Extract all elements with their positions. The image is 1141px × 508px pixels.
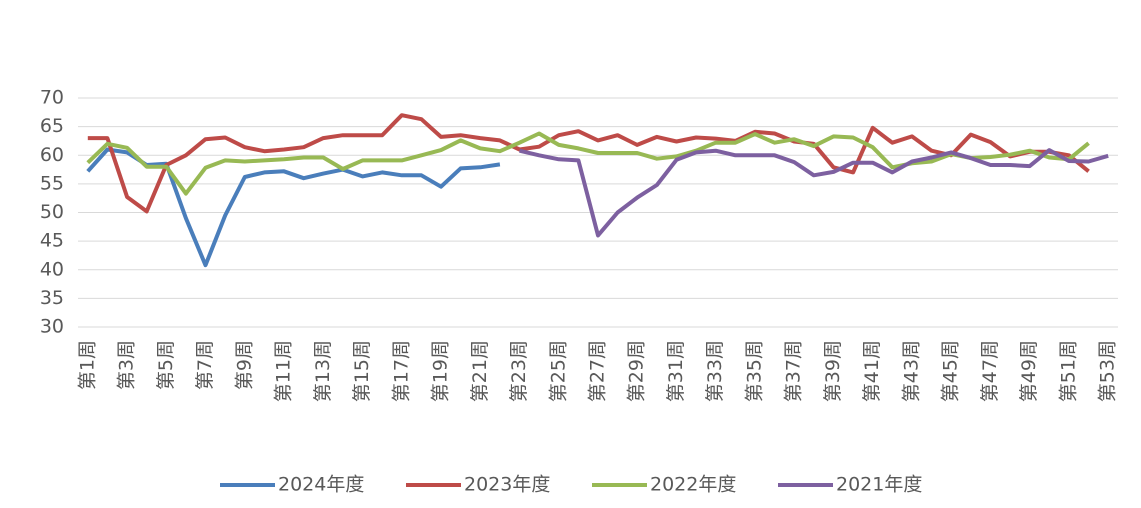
x-tick-label: 第27周 xyxy=(587,340,609,402)
series-line xyxy=(87,113,1090,214)
x-tick-label: 第23周 xyxy=(508,340,530,402)
y-tick-label: 55 xyxy=(40,172,64,194)
x-tick-label: 第51周 xyxy=(1057,340,1079,402)
legend-label: 2021年度 xyxy=(836,474,922,496)
series-line xyxy=(86,131,1090,196)
legend-label: 2023年度 xyxy=(464,474,550,496)
x-tick-label: 第33周 xyxy=(704,340,726,402)
series-line xyxy=(519,148,1109,238)
x-tick-label: 第13周 xyxy=(312,340,334,402)
x-tick-label: 第9周 xyxy=(233,340,255,390)
x-tick-label: 第43周 xyxy=(900,340,922,402)
x-tick-label: 第25周 xyxy=(547,340,569,402)
x-tick-label: 第39周 xyxy=(822,340,844,402)
x-tick-label: 第29周 xyxy=(626,340,648,402)
x-tick-label: 第11周 xyxy=(273,340,295,402)
x-tick-label: 第15周 xyxy=(351,340,373,402)
y-tick-label: 50 xyxy=(40,201,64,223)
y-tick-label: 40 xyxy=(40,258,64,280)
x-tick-label: 第53周 xyxy=(1097,340,1119,402)
y-tick-label: 35 xyxy=(40,287,64,309)
x-tick-label: 第7周 xyxy=(194,340,216,390)
x-tick-label: 第3周 xyxy=(116,340,138,390)
y-tick-label: 70 xyxy=(40,87,64,109)
series-line xyxy=(86,147,501,268)
x-tick-label: 第31周 xyxy=(665,340,687,402)
x-tick-label: 第37周 xyxy=(783,340,805,402)
x-tick-label: 第1周 xyxy=(76,340,98,390)
x-tick-label: 第41周 xyxy=(861,340,883,402)
x-tick-label: 第47周 xyxy=(979,340,1001,402)
y-tick-label: 60 xyxy=(40,144,64,166)
x-tick-label: 第19周 xyxy=(430,340,452,402)
x-tick-label: 第35周 xyxy=(743,340,765,402)
y-tick-label: 30 xyxy=(40,316,64,338)
x-tick-label: 第45周 xyxy=(940,340,962,402)
x-tick-label: 第5周 xyxy=(155,340,177,390)
x-tick-label: 第21周 xyxy=(469,340,491,402)
legend-label: 2022年度 xyxy=(650,474,736,496)
x-tick-label: 第17周 xyxy=(390,340,412,402)
x-tick-label: 第49周 xyxy=(1018,340,1040,402)
legend-label: 2024年度 xyxy=(278,474,364,496)
y-tick-label: 45 xyxy=(40,230,64,252)
y-tick-label: 65 xyxy=(40,115,64,137)
